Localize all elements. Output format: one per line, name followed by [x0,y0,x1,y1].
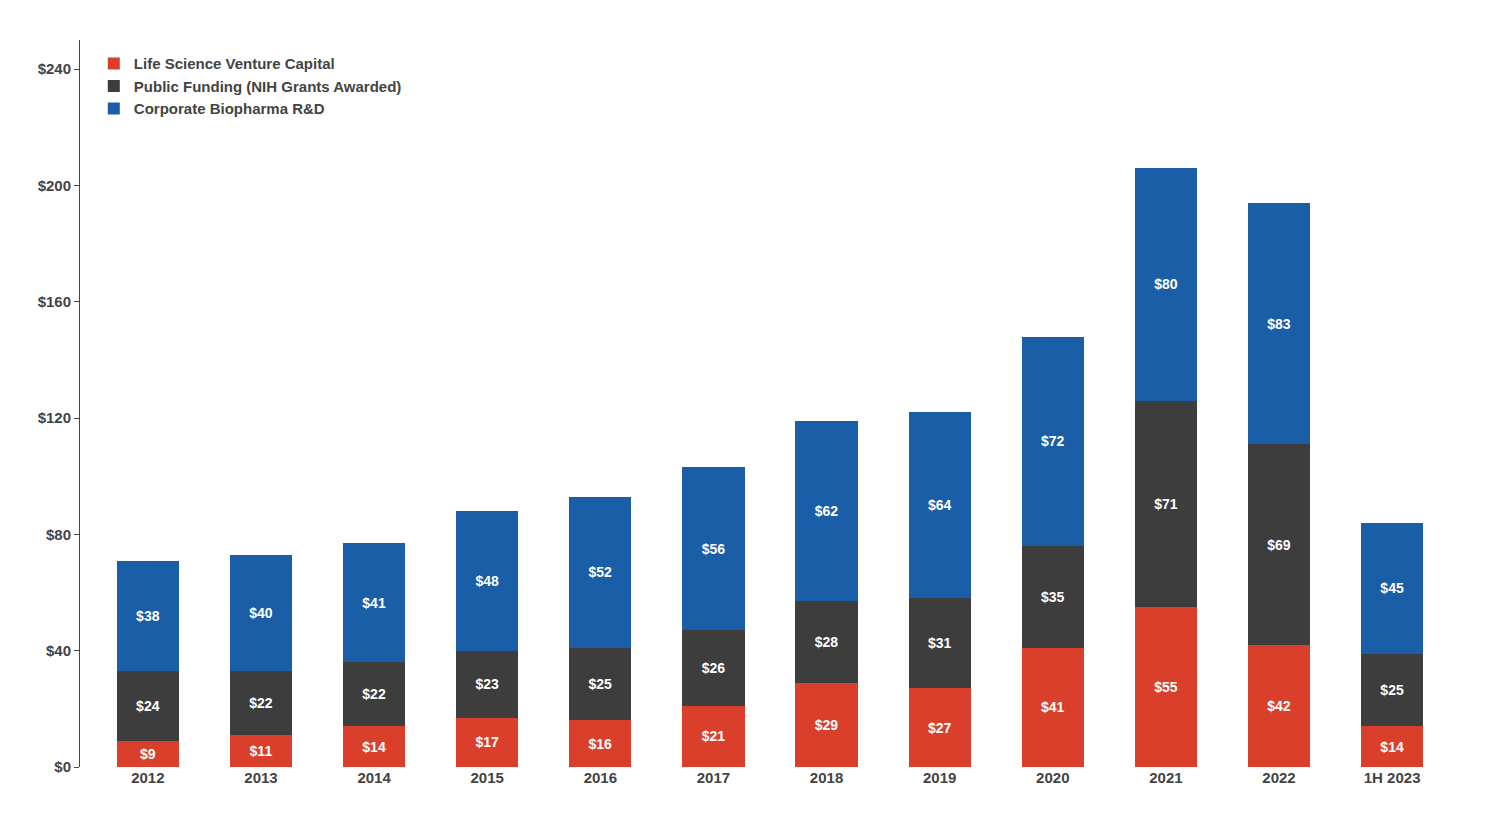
svg-text:$240: $240 [38,60,71,77]
svg-text:$26: $26 [702,660,726,676]
svg-text:2017: 2017 [697,769,730,786]
svg-text:2018: 2018 [810,769,843,786]
svg-text:$14: $14 [1380,739,1404,755]
svg-text:2015: 2015 [471,769,504,786]
svg-text:$22: $22 [362,686,386,702]
svg-text:2019: 2019 [923,769,956,786]
svg-text:$40: $40 [249,605,273,621]
svg-text:$52: $52 [589,564,613,580]
svg-text:$25: $25 [589,676,613,692]
svg-text:$27: $27 [928,720,952,736]
svg-text:$200: $200 [38,177,71,194]
svg-text:Life Science Venture Capital: Life Science Venture Capital [134,55,335,72]
svg-text:$31: $31 [928,635,952,651]
svg-text:Public Funding (NIH Grants Awa: Public Funding (NIH Grants Awarded) [134,78,402,95]
svg-text:$83: $83 [1267,316,1291,332]
svg-text:$41: $41 [1041,699,1065,715]
svg-text:$38: $38 [136,608,160,624]
svg-text:2014: 2014 [357,769,391,786]
svg-text:2021: 2021 [1149,769,1182,786]
svg-text:$48: $48 [475,573,499,589]
svg-text:$25: $25 [1380,682,1404,698]
svg-text:$80: $80 [46,526,71,543]
svg-text:$9: $9 [140,746,156,762]
svg-text:$35: $35 [1041,589,1065,605]
svg-text:$62: $62 [815,503,839,519]
svg-text:$29: $29 [815,717,839,733]
svg-text:$55: $55 [1154,679,1178,695]
svg-text:2013: 2013 [244,769,277,786]
svg-text:2012: 2012 [131,769,164,786]
svg-text:$160: $160 [38,293,71,310]
svg-text:$28: $28 [815,634,839,650]
svg-text:2020: 2020 [1036,769,1069,786]
svg-text:$0: $0 [54,758,71,775]
svg-text:$40: $40 [46,642,71,659]
svg-text:$23: $23 [475,676,499,692]
svg-text:2016: 2016 [584,769,617,786]
svg-text:$120: $120 [38,409,71,426]
svg-text:$21: $21 [702,728,726,744]
svg-text:$24: $24 [136,698,160,714]
svg-text:$41: $41 [362,595,386,611]
svg-text:$17: $17 [475,734,499,750]
svg-text:$71: $71 [1154,496,1178,512]
svg-text:$72: $72 [1041,433,1065,449]
svg-text:$11: $11 [250,743,273,759]
svg-text:$69: $69 [1267,537,1291,553]
svg-text:2022: 2022 [1262,769,1295,786]
svg-text:$22: $22 [249,695,273,711]
svg-text:Corporate Biopharma R&D: Corporate Biopharma R&D [134,100,325,117]
svg-text:$16: $16 [589,736,613,752]
svg-text:$64: $64 [928,497,952,513]
svg-text:$56: $56 [702,541,726,557]
svg-text:1H 2023: 1H 2023 [1364,769,1421,786]
svg-text:$80: $80 [1154,276,1178,292]
svg-text:$14: $14 [362,739,386,755]
svg-text:$45: $45 [1380,580,1404,596]
svg-text:$42: $42 [1267,698,1291,714]
